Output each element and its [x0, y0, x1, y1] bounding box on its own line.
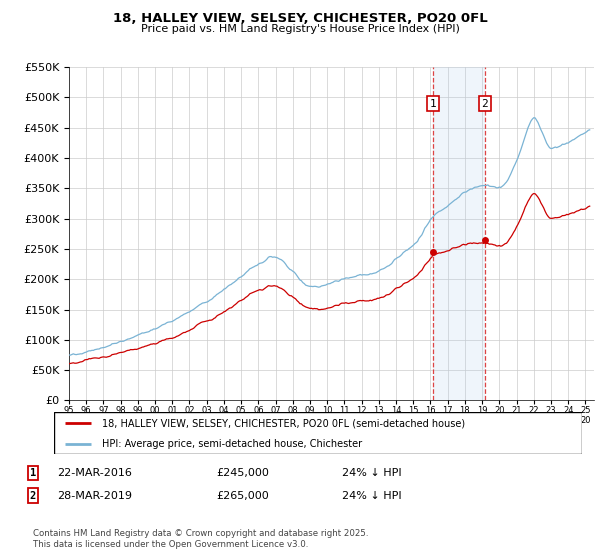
- Text: 18, HALLEY VIEW, SELSEY, CHICHESTER, PO20 0FL (semi-detached house): 18, HALLEY VIEW, SELSEY, CHICHESTER, PO2…: [101, 418, 464, 428]
- Text: HPI: Average price, semi-detached house, Chichester: HPI: Average price, semi-detached house,…: [101, 440, 362, 449]
- Text: 2: 2: [482, 99, 488, 109]
- Text: 24% ↓ HPI: 24% ↓ HPI: [342, 468, 401, 478]
- Text: 24% ↓ HPI: 24% ↓ HPI: [342, 491, 401, 501]
- Text: 1: 1: [430, 99, 437, 109]
- Text: 2: 2: [30, 491, 36, 501]
- Text: Price paid vs. HM Land Registry's House Price Index (HPI): Price paid vs. HM Land Registry's House …: [140, 24, 460, 34]
- Text: 22-MAR-2016: 22-MAR-2016: [57, 468, 132, 478]
- Text: Contains HM Land Registry data © Crown copyright and database right 2025.
This d: Contains HM Land Registry data © Crown c…: [33, 529, 368, 549]
- Text: £245,000: £245,000: [216, 468, 269, 478]
- Text: £265,000: £265,000: [216, 491, 269, 501]
- Text: 28-MAR-2019: 28-MAR-2019: [57, 491, 132, 501]
- Bar: [433, 67, 485, 400]
- Text: 1: 1: [30, 468, 36, 478]
- Text: 18, HALLEY VIEW, SELSEY, CHICHESTER, PO20 0FL: 18, HALLEY VIEW, SELSEY, CHICHESTER, PO2…: [113, 12, 487, 25]
